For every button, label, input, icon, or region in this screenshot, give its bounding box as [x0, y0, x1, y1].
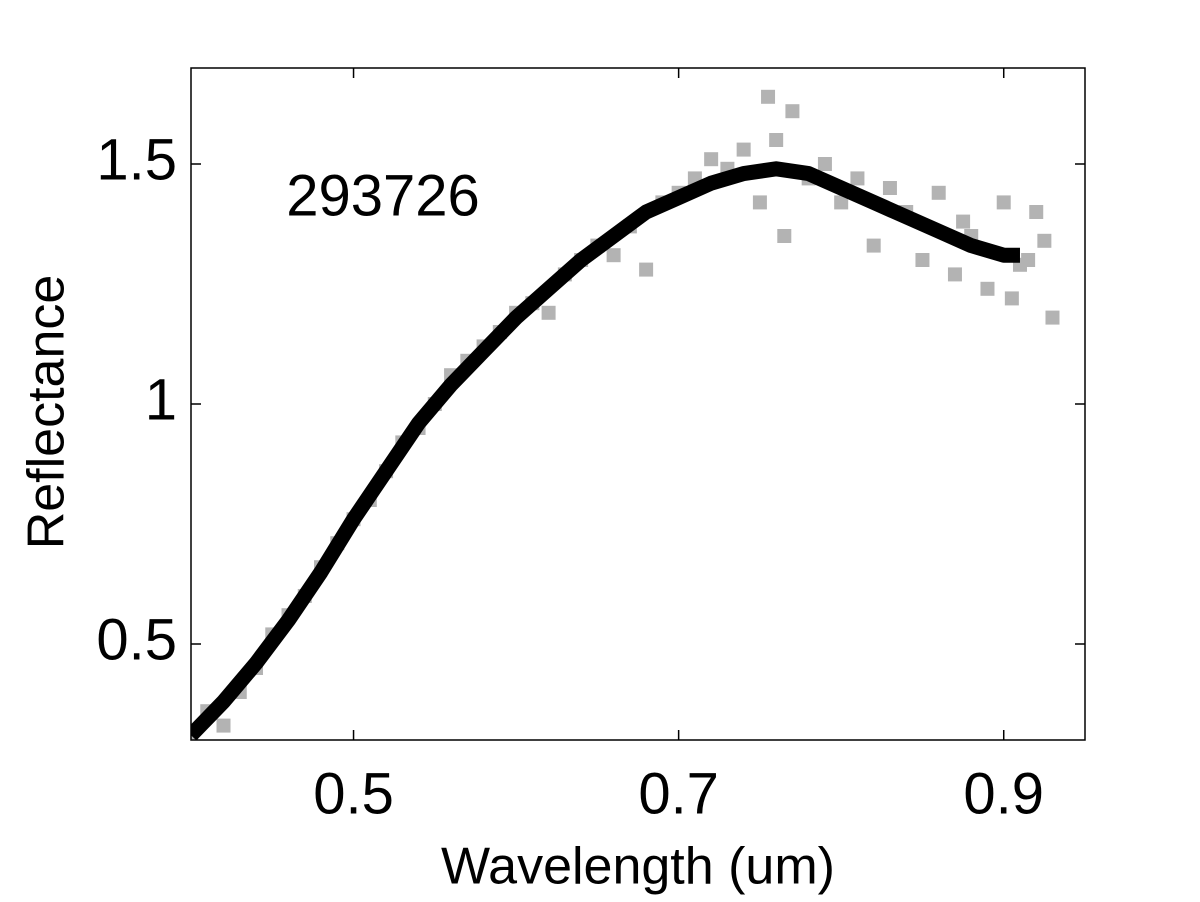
- scatter-point: [850, 171, 865, 186]
- plot-area: [191, 89, 1060, 740]
- scatter-point: [956, 214, 971, 229]
- annotation: 293726: [286, 163, 480, 228]
- y-tick-label: 1.5: [96, 127, 177, 192]
- scatter-point: [817, 157, 832, 171]
- x-tick-label: 0.9: [963, 761, 1044, 826]
- scatter-point: [541, 305, 556, 320]
- x-tick-label: 0.5: [313, 761, 394, 826]
- scatter-point: [1045, 310, 1060, 325]
- fit-line: [191, 161, 1020, 740]
- y-tick-label: 1: [145, 367, 177, 432]
- scatter-point: [752, 195, 767, 210]
- scatter-point: [606, 248, 621, 263]
- scatter-point: [639, 262, 654, 277]
- scatter-point: [882, 181, 897, 195]
- x-axis-label: Wavelength (um): [441, 838, 835, 896]
- scatter-point: [1004, 291, 1019, 306]
- scatter-point: [866, 238, 881, 253]
- scatter-point: [736, 142, 751, 157]
- scatter-point: [777, 229, 792, 243]
- scatter-point: [1029, 205, 1044, 219]
- scatter-point: [947, 267, 962, 282]
- scatter-point: [834, 195, 849, 210]
- scatter-point: [769, 133, 784, 147]
- scatter-point: [1037, 233, 1052, 248]
- scatter-point: [931, 185, 946, 200]
- scatter-point: [704, 152, 719, 167]
- y-axis-label: Reflectance: [18, 275, 76, 550]
- scatter-point: [996, 195, 1011, 210]
- scatter-point: [1021, 253, 1036, 267]
- scatter-point: [915, 253, 930, 267]
- scatter-point: [980, 281, 995, 296]
- y-tick-label: 0.5: [96, 607, 177, 672]
- scatter-point: [785, 104, 800, 119]
- scatter-point: [761, 89, 776, 104]
- scatter-point: [216, 718, 231, 733]
- x-tick-label: 0.7: [638, 761, 719, 826]
